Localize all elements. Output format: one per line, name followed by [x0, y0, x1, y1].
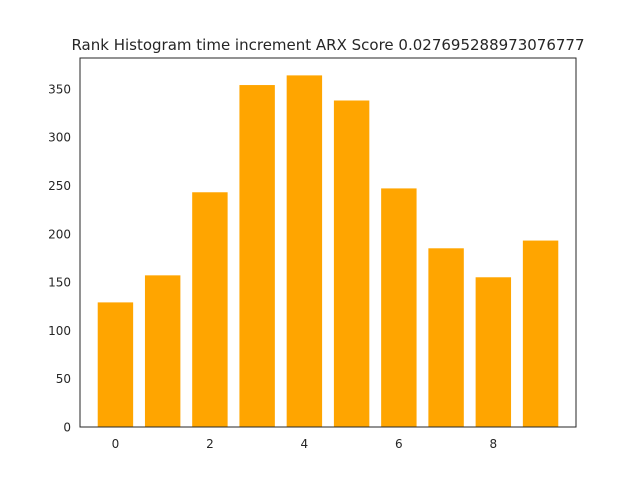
y-tick-label: 200: [48, 227, 71, 241]
bar-0: [97, 302, 134, 427]
bar-2: [192, 192, 228, 427]
x-tick-label: 8: [490, 437, 498, 451]
y-tick-label: 50: [56, 372, 71, 386]
y-axis-ticks: 0 50 100 150 200 250 300 350: [48, 82, 71, 434]
x-tick-label: 4: [301, 437, 309, 451]
bar-4: [286, 75, 323, 427]
y-tick-label: 250: [48, 179, 71, 193]
bar-5: [333, 100, 370, 427]
bar-1: [144, 275, 181, 427]
y-tick-label: 350: [48, 82, 71, 96]
y-tick-label: 0: [63, 421, 71, 435]
x-tick-label: 2: [206, 437, 214, 451]
x-tick-label: 0: [112, 437, 120, 451]
chart-title: Rank Histogram time increment ARX Score …: [71, 36, 584, 54]
y-tick-label: 100: [48, 324, 71, 338]
bar-3: [239, 85, 275, 427]
bars-group: [97, 75, 559, 427]
y-tick-label: 300: [48, 131, 71, 145]
plot-frame: [79, 57, 577, 428]
y-tick-label: 150: [48, 276, 71, 290]
bar-9: [522, 240, 559, 427]
bar-8: [475, 277, 512, 427]
bar-7: [428, 248, 464, 427]
bar-6: [381, 188, 417, 427]
x-axis-ticks: 0 2 4 6 8: [112, 437, 498, 451]
x-tick-label: 6: [395, 437, 403, 451]
